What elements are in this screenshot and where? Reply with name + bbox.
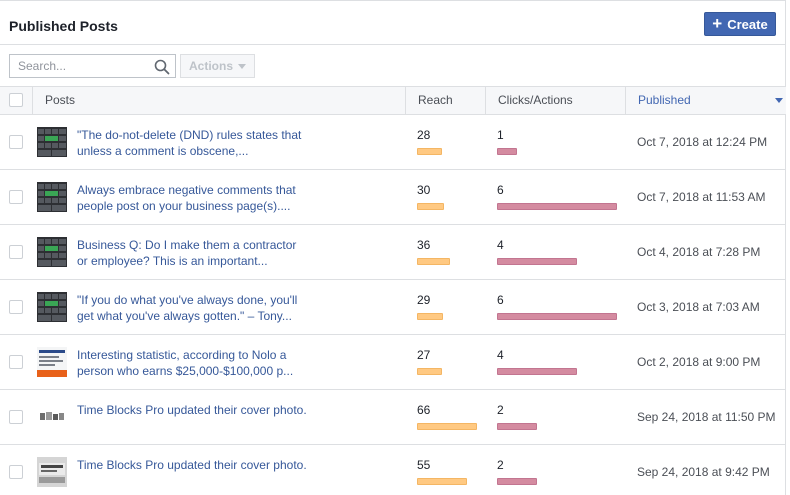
column-header-posts[interactable]: Posts bbox=[32, 87, 405, 114]
row-checkbox[interactable] bbox=[9, 465, 23, 479]
select-all-checkbox[interactable] bbox=[9, 93, 23, 107]
published-date: Sep 24, 2018 at 9:42 PM bbox=[637, 465, 770, 479]
published-date: Oct 3, 2018 at 7:03 AM bbox=[637, 300, 760, 314]
post-thumbnail[interactable] bbox=[37, 457, 67, 487]
row-checkbox[interactable] bbox=[9, 355, 23, 369]
clicks-value: 4 bbox=[497, 348, 504, 362]
post-thumbnail[interactable] bbox=[37, 127, 67, 157]
table-row[interactable]: "The do-not-delete (DND) rules states th… bbox=[0, 115, 786, 170]
reach-value: 66 bbox=[417, 403, 431, 417]
table-row[interactable]: Business Q: Do I make them a contractor … bbox=[0, 225, 786, 280]
sort-desc-icon bbox=[775, 98, 783, 103]
clicks-value: 2 bbox=[497, 458, 504, 472]
reach-bar bbox=[417, 423, 477, 430]
post-thumbnail[interactable] bbox=[37, 347, 67, 377]
post-text-link[interactable]: Interesting statistic, according to Nolo… bbox=[77, 348, 294, 378]
clicks-bar bbox=[497, 478, 537, 485]
reach-bar bbox=[417, 203, 444, 210]
published-date: Oct 7, 2018 at 12:24 PM bbox=[637, 135, 768, 149]
clicks-value: 1 bbox=[497, 128, 504, 142]
clicks-bar bbox=[497, 258, 577, 265]
reach-bar bbox=[417, 368, 442, 375]
table-row[interactable]: Interesting statistic, according to Nolo… bbox=[0, 335, 786, 390]
toolbar: Actions bbox=[0, 46, 786, 86]
table-header: Posts Reach Clicks/Actions Published bbox=[0, 86, 786, 115]
search-input[interactable] bbox=[10, 55, 150, 77]
clicks-value: 6 bbox=[497, 183, 504, 197]
reach-value: 30 bbox=[417, 183, 431, 197]
post-thumbnail[interactable] bbox=[37, 237, 67, 267]
clicks-bar bbox=[497, 148, 517, 155]
create-button-label: Create bbox=[727, 16, 768, 32]
panel-header: Published Posts + Create bbox=[0, 1, 786, 45]
clicks-value: 4 bbox=[497, 238, 504, 252]
reach-value: 36 bbox=[417, 238, 431, 252]
reach-value: 28 bbox=[417, 128, 431, 142]
document-image-icon bbox=[37, 347, 67, 377]
column-header-clicks[interactable]: Clicks/Actions bbox=[485, 87, 625, 114]
row-checkbox[interactable] bbox=[9, 135, 23, 149]
post-thumbnail[interactable] bbox=[37, 402, 67, 432]
published-date: Sep 24, 2018 at 11:50 PM bbox=[637, 410, 776, 424]
keyboard-image-icon bbox=[37, 127, 67, 157]
clicks-bar bbox=[497, 368, 577, 375]
post-text-link[interactable]: "If you do what you've always done, you'… bbox=[77, 293, 298, 323]
cover-photo-icon bbox=[37, 457, 67, 487]
column-header-published-label: Published bbox=[638, 93, 691, 107]
table-row[interactable]: Time Blocks Pro updated their cover phot… bbox=[0, 390, 786, 445]
reach-bar bbox=[417, 313, 443, 320]
reach-bar bbox=[417, 148, 442, 155]
reach-value: 55 bbox=[417, 458, 431, 472]
reach-value: 29 bbox=[417, 293, 431, 307]
chevron-down-icon bbox=[238, 64, 246, 69]
reach-value: 27 bbox=[417, 348, 431, 362]
row-checkbox[interactable] bbox=[9, 245, 23, 259]
search-box bbox=[9, 54, 176, 78]
clicks-bar bbox=[497, 203, 617, 210]
reach-bar bbox=[417, 478, 467, 485]
row-checkbox[interactable] bbox=[9, 300, 23, 314]
clicks-value: 2 bbox=[497, 403, 504, 417]
column-header-reach[interactable]: Reach bbox=[405, 87, 485, 114]
clicks-bar bbox=[497, 423, 537, 430]
table-row[interactable]: Always embrace negative comments that pe… bbox=[0, 170, 786, 225]
post-text-link[interactable]: Always embrace negative comments that pe… bbox=[77, 183, 296, 213]
actions-dropdown[interactable]: Actions bbox=[180, 54, 255, 78]
cover-photo-icon bbox=[37, 402, 67, 432]
post-text-link[interactable]: Time Blocks Pro updated their cover phot… bbox=[77, 403, 307, 417]
published-date: Oct 2, 2018 at 9:00 PM bbox=[637, 355, 761, 369]
post-text-link[interactable]: Time Blocks Pro updated their cover phot… bbox=[77, 458, 307, 472]
table-row[interactable]: "If you do what you've always done, you'… bbox=[0, 280, 786, 335]
row-checkbox[interactable] bbox=[9, 190, 23, 204]
header-checkbox-cell bbox=[0, 87, 32, 114]
clicks-value: 6 bbox=[497, 293, 504, 307]
row-checkbox[interactable] bbox=[9, 410, 23, 424]
search-icon[interactable] bbox=[154, 59, 170, 75]
post-thumbnail[interactable] bbox=[37, 292, 67, 322]
column-header-published[interactable]: Published bbox=[625, 87, 786, 114]
keyboard-image-icon bbox=[37, 292, 67, 322]
post-thumbnail[interactable] bbox=[37, 182, 67, 212]
published-date: Oct 4, 2018 at 7:28 PM bbox=[637, 245, 761, 259]
create-button[interactable]: + Create bbox=[704, 12, 776, 36]
reach-bar bbox=[417, 258, 450, 265]
actions-label: Actions bbox=[188, 59, 233, 73]
table-row[interactable]: Time Blocks Pro updated their cover phot… bbox=[0, 445, 786, 495]
published-date: Oct 7, 2018 at 11:53 AM bbox=[637, 190, 766, 204]
page-title: Published Posts bbox=[9, 18, 118, 34]
post-text-link[interactable]: Business Q: Do I make them a contractor … bbox=[77, 238, 297, 268]
clicks-bar bbox=[497, 313, 617, 320]
post-text-link[interactable]: "The do-not-delete (DND) rules states th… bbox=[77, 128, 302, 158]
keyboard-image-icon bbox=[37, 237, 67, 267]
plus-icon: + bbox=[712, 13, 723, 33]
keyboard-image-icon bbox=[37, 182, 67, 212]
